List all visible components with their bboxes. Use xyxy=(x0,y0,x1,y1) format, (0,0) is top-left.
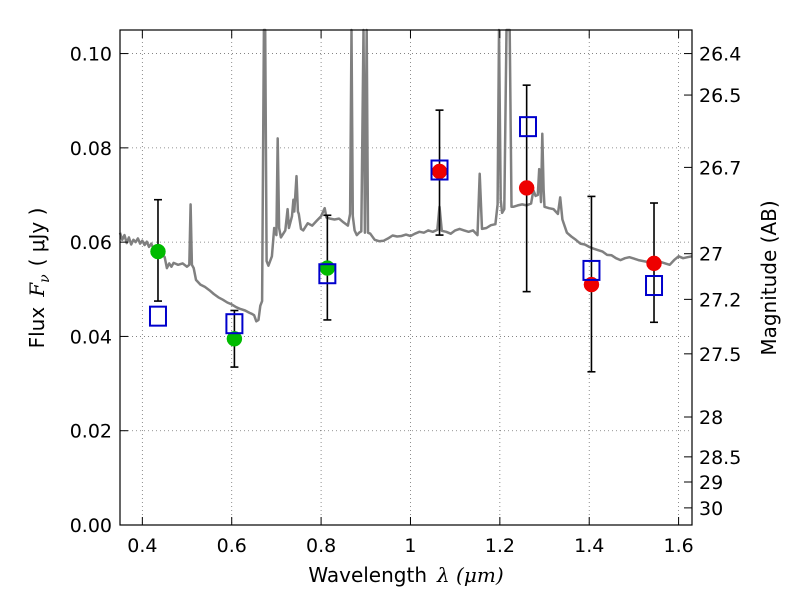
data-markers xyxy=(148,116,664,347)
x-tick-label: 0.6 xyxy=(217,535,247,557)
model-square xyxy=(582,259,601,281)
x-tick-label: 1.2 xyxy=(485,535,515,557)
right-tick-label: 29 xyxy=(699,472,723,494)
model-square xyxy=(645,275,664,297)
x-tick-label: 0.4 xyxy=(127,535,157,557)
data-point xyxy=(646,255,662,272)
spectrum-layer xyxy=(118,28,693,323)
plot-frame xyxy=(119,29,693,526)
right-tick-label: 26.5 xyxy=(699,85,741,107)
x-tick-label: 1.6 xyxy=(663,535,693,557)
y-tick-label: 0.04 xyxy=(70,326,112,348)
y-tick-label: 0.08 xyxy=(70,138,112,160)
error-bars xyxy=(153,84,659,373)
right-axis-label: Magnitude (AB) xyxy=(757,200,781,355)
model-square xyxy=(318,263,337,285)
spectrum-line xyxy=(118,28,693,323)
y-tick-label: 0.00 xyxy=(70,515,112,537)
axis-ticks: 0.4 0.6 0.8 1 1.2 1.4 1.6 0.00 0.02 0.04 0.06 0.08 0… xyxy=(70,30,741,557)
y-tick-label: 0.06 xyxy=(70,232,112,254)
right-tick-label: 30 xyxy=(699,498,723,520)
model-square xyxy=(148,305,167,327)
x-tick-label: 1.4 xyxy=(574,535,604,557)
right-tick-label: 27.2 xyxy=(699,289,741,311)
right-tick-label: 27 xyxy=(699,244,723,266)
right-tick-label: 28 xyxy=(699,407,723,429)
data-point xyxy=(319,260,336,276)
grid-lines xyxy=(120,30,692,526)
data-point xyxy=(150,243,166,260)
y-axis-label: FluxFν( μJy ) xyxy=(25,208,53,349)
data-point xyxy=(226,331,243,347)
right-tick-label: 26.7 xyxy=(699,157,741,179)
data-point xyxy=(518,180,535,196)
right-tick-label: 27.5 xyxy=(699,344,741,366)
model-square xyxy=(225,313,244,335)
x-tick-label: 0.8 xyxy=(306,535,336,557)
right-tick-label: 28.5 xyxy=(699,447,741,469)
data-point xyxy=(431,163,448,180)
right-tick-label: 26.4 xyxy=(699,44,741,66)
x-tick-label: 1 xyxy=(404,535,416,557)
y-tick-label: 0.10 xyxy=(70,44,112,66)
x-axis-label: Wavelength λ (μm) xyxy=(308,563,503,587)
y-tick-label: 0.02 xyxy=(70,421,112,443)
model-square xyxy=(518,116,537,138)
model-square xyxy=(430,159,449,181)
